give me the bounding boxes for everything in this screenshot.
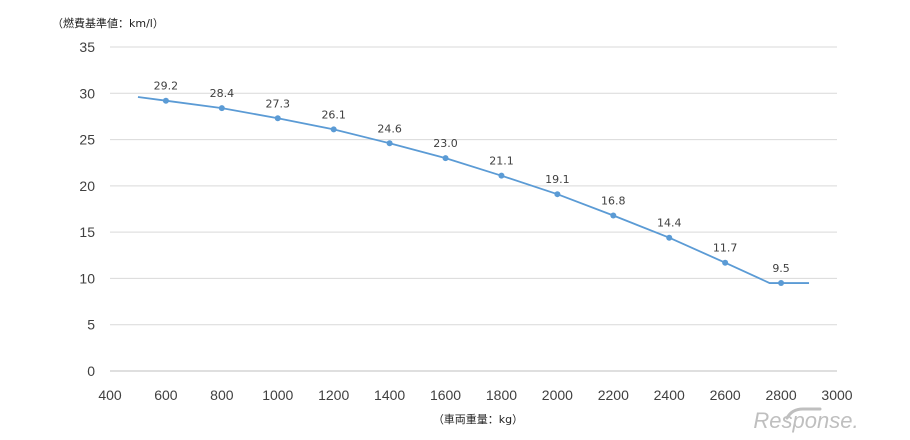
- logo-swoosh-icon: [785, 407, 822, 420]
- x-tick-label: 1000: [262, 387, 293, 403]
- y-tick-label: 15: [79, 224, 95, 240]
- x-tick-label: 400: [98, 387, 122, 403]
- data-point: [666, 234, 673, 241]
- x-tick-label: 3000: [821, 387, 852, 403]
- data-point: [442, 155, 449, 162]
- data-point: [274, 115, 281, 122]
- data-label: 21.1: [489, 155, 514, 168]
- y-tick-label: 10: [79, 270, 95, 286]
- data-point: [554, 191, 561, 198]
- x-tick-label: 2200: [598, 387, 629, 403]
- data-point: [610, 212, 617, 219]
- data-point: [778, 280, 785, 287]
- x-tick-label: 2600: [710, 387, 741, 403]
- data-label: 23.0: [433, 137, 458, 150]
- data-point: [722, 259, 729, 266]
- x-tick-label: 1800: [486, 387, 517, 403]
- data-label: 11.7: [713, 242, 738, 255]
- data-label: 16.8: [601, 194, 626, 207]
- x-tick-label: 2800: [765, 387, 796, 403]
- data-point: [218, 105, 225, 112]
- x-tick-label: 1200: [318, 387, 349, 403]
- data-label: 27.3: [266, 97, 291, 110]
- data-label: 9.5: [772, 262, 790, 275]
- y-axis-title: （燃費基準値：km/l）: [52, 16, 164, 30]
- y-tick-label: 5: [87, 317, 95, 333]
- data-label: 28.4: [210, 87, 235, 100]
- y-tick-label: 30: [79, 85, 95, 101]
- y-tick-label: 0: [87, 363, 95, 379]
- y-tick-label: 20: [79, 178, 95, 194]
- x-axis-ticks: 400 600 800 1000 1200 1400 1600 1800 2000 2200 240…: [98, 387, 852, 403]
- data-point: [162, 97, 169, 104]
- x-tick-label: 800: [210, 387, 234, 403]
- y-tick-label: 25: [79, 132, 95, 148]
- data-label: 14.4: [657, 217, 682, 230]
- data-point: [498, 172, 505, 179]
- data-point: [330, 126, 337, 133]
- data-label: 19.1: [545, 173, 570, 186]
- data-point-markers: [162, 97, 785, 287]
- data-label: 24.6: [377, 122, 402, 135]
- response-logo: Response.: [753, 407, 859, 433]
- data-label: 29.2: [154, 80, 179, 93]
- x-tick-label: 2400: [654, 387, 685, 403]
- fuel-standard-line: [137, 96, 810, 284]
- x-tick-label: 600: [154, 387, 178, 403]
- x-tick-label: 1600: [430, 387, 461, 403]
- watermark-text: Response.: [753, 408, 858, 433]
- data-point: [386, 140, 393, 147]
- y-axis-ticks: 0 5 10 15 20 25 30 35: [79, 39, 95, 379]
- grid-lines: [110, 46, 837, 372]
- data-labels: 29.2 28.4 27.3 26.1 24.6 23.0 21.1 19.1 16.8 14.4…: [154, 80, 790, 275]
- x-tick-label: 2000: [542, 387, 573, 403]
- x-tick-label: 1400: [374, 387, 405, 403]
- data-label: 26.1: [321, 108, 346, 121]
- x-axis-title: （車両重量：kg）: [433, 412, 523, 426]
- y-tick-label: 35: [79, 39, 95, 55]
